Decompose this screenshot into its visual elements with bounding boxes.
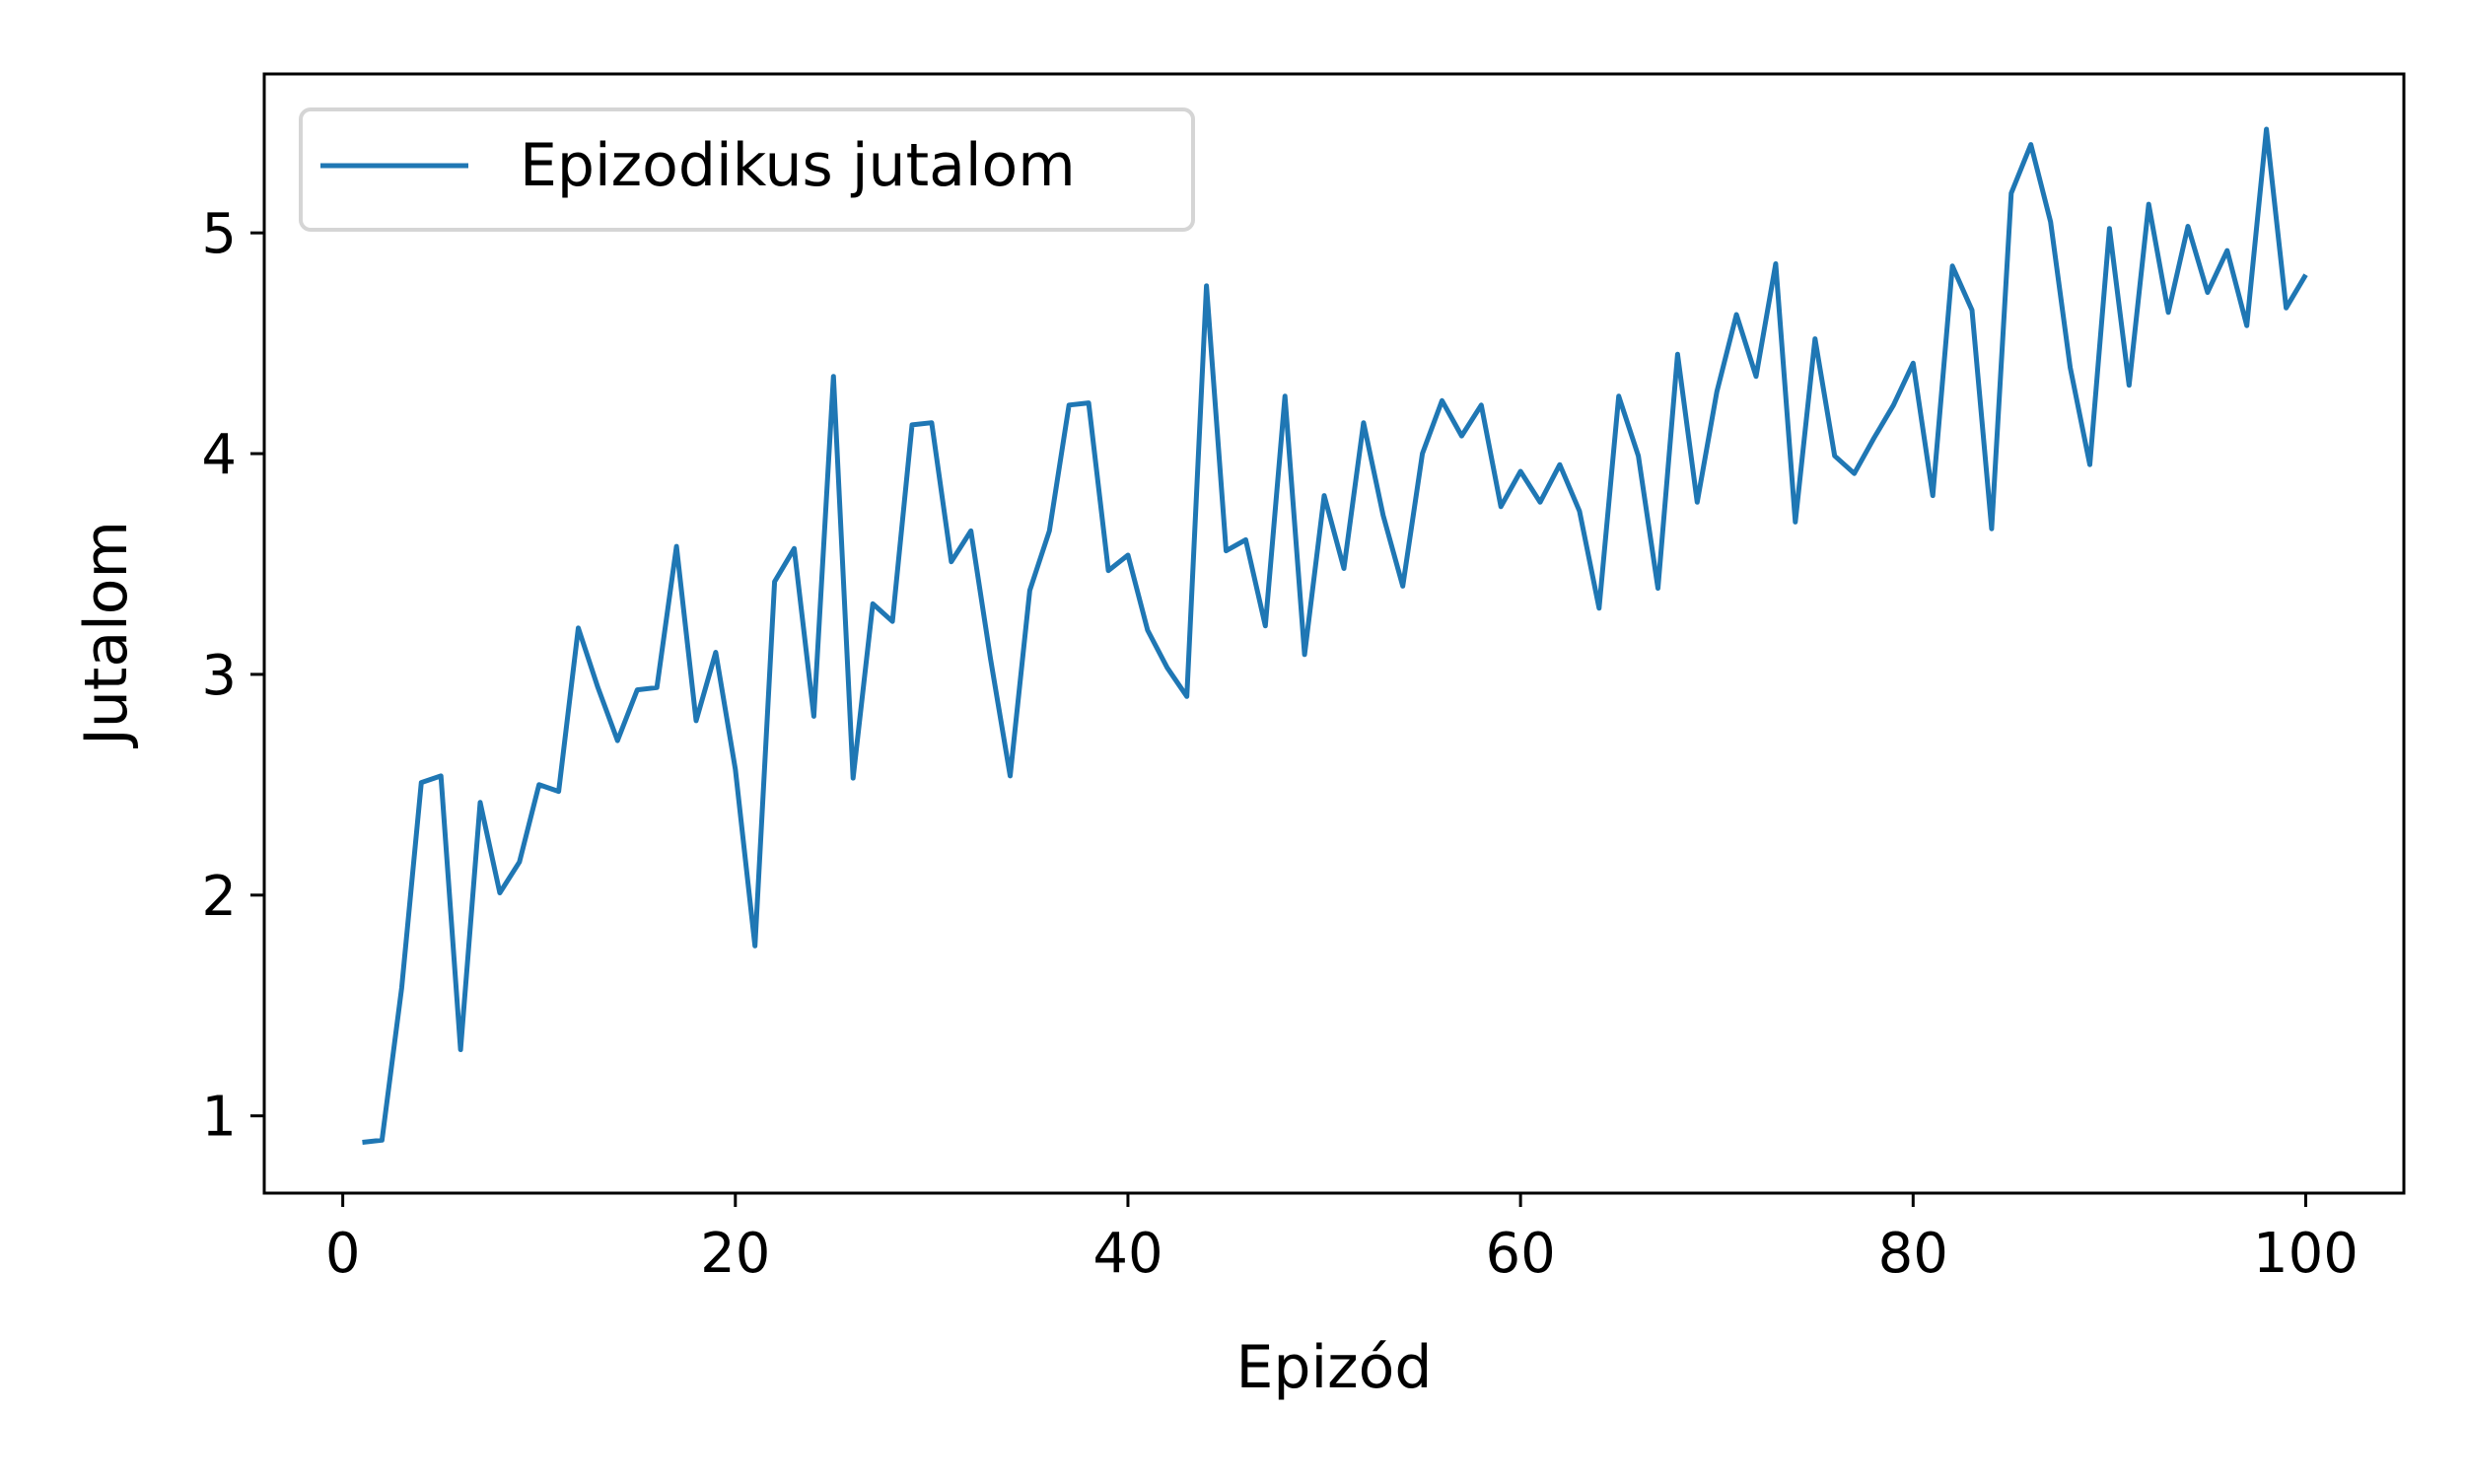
y-tick-label: 2 bbox=[201, 865, 237, 929]
y-tick-label: 5 bbox=[201, 202, 237, 266]
plot-area-frame bbox=[262, 72, 2406, 1195]
y-tick-label: 1 bbox=[201, 1086, 237, 1150]
legend-label: Epizodikus jutalom bbox=[520, 131, 1076, 200]
y-tick-label: 4 bbox=[201, 423, 237, 487]
x-tick-label: 40 bbox=[1092, 1222, 1162, 1286]
x-tick-label: 0 bbox=[325, 1222, 361, 1286]
series-line-0 bbox=[362, 126, 2308, 1145]
x-tick-label: 80 bbox=[1878, 1222, 1948, 1286]
x-axis-label: Epizód bbox=[1236, 1333, 1433, 1402]
legend: Epizodikus jutalom bbox=[299, 107, 1195, 232]
y-tick-label: 3 bbox=[201, 644, 237, 708]
x-tick-label: 60 bbox=[1485, 1222, 1555, 1286]
y-axis-label: Jutalom bbox=[72, 521, 141, 749]
legend-box bbox=[299, 107, 1195, 232]
x-tick-label: 100 bbox=[2253, 1222, 2359, 1286]
x-tick-label: 20 bbox=[700, 1222, 770, 1286]
